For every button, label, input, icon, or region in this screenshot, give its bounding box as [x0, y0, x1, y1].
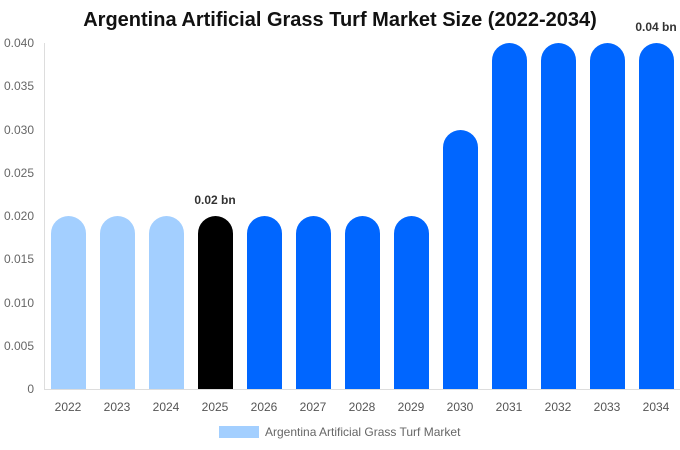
y-tick-label: 0.040 — [3, 36, 34, 50]
bar-2025[interactable] — [197, 216, 233, 389]
y-tick-label: 0.020 — [3, 209, 34, 223]
bar-2026[interactable] — [246, 216, 282, 389]
bar-2022[interactable] — [50, 216, 86, 389]
bar-2027[interactable] — [295, 216, 331, 389]
bar-2032[interactable] — [540, 43, 576, 389]
x-tick-label: 2022 — [54, 400, 82, 414]
bar-2028[interactable] — [344, 216, 380, 389]
y-tick-label: 0.015 — [3, 252, 34, 267]
x-tick-label: 2027 — [299, 400, 327, 414]
x-tick-label: 2033 — [593, 400, 621, 414]
x-tick-label: 2029 — [397, 400, 425, 414]
bar-2023[interactable] — [99, 216, 135, 389]
y-tick-label: 0 — [27, 382, 34, 396]
x-tick-label: 2028 — [348, 400, 376, 414]
x-tick-label: 2031 — [495, 400, 523, 414]
bar-2029[interactable] — [393, 216, 429, 389]
x-axis-line — [44, 389, 680, 390]
y-axis-line — [44, 43, 45, 389]
bar-2030[interactable] — [442, 129, 478, 389]
x-tick-label: 2024 — [152, 400, 180, 414]
bar-2024[interactable] — [148, 216, 184, 389]
bar-2033[interactable] — [589, 43, 625, 389]
x-tick-label: 2032 — [544, 400, 572, 414]
data-label: 0.04 bn — [635, 20, 677, 34]
legend-swatch — [219, 426, 259, 438]
x-tick-label: 2026 — [250, 400, 278, 414]
x-tick-label: 2034 — [642, 400, 670, 414]
legend-label: Argentina Artificial Grass Turf Market — [265, 425, 461, 439]
y-tick-label: 0.030 — [3, 122, 34, 137]
bar-2031[interactable] — [491, 43, 527, 389]
chart-title: Argentina Artificial Grass Turf Market S… — [83, 9, 597, 31]
x-tick-label: 2025 — [201, 400, 229, 414]
x-tick-label: 2023 — [103, 400, 131, 414]
bar-2034[interactable] — [638, 43, 674, 389]
y-tick-label: 0.010 — [3, 295, 34, 310]
data-label: 0.02 bn — [194, 193, 236, 207]
y-tick-label: 0.025 — [3, 165, 34, 180]
y-tick-label: 0.035 — [3, 79, 34, 94]
x-tick-label: 2030 — [446, 400, 474, 414]
legend[interactable]: Argentina Artificial Grass Turf Market — [219, 425, 460, 439]
y-tick-label: 0.005 — [3, 338, 34, 353]
